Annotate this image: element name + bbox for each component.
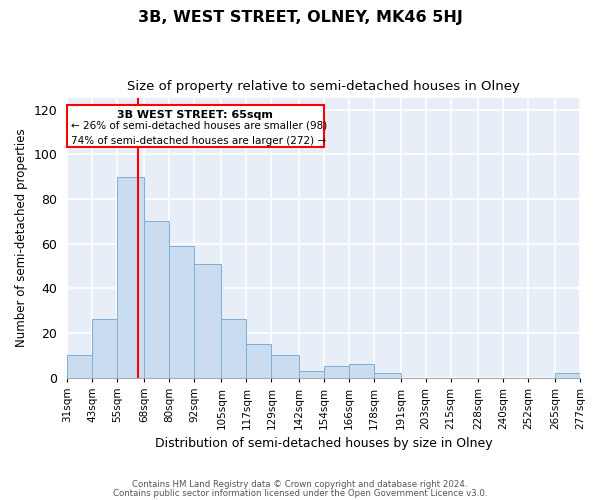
Bar <box>349 364 374 378</box>
Text: Contains public sector information licensed under the Open Government Licence v3: Contains public sector information licen… <box>113 488 487 498</box>
Bar <box>221 320 247 378</box>
Bar <box>299 371 323 378</box>
Title: Size of property relative to semi-detached houses in Olney: Size of property relative to semi-detach… <box>127 80 520 93</box>
Bar <box>374 373 401 378</box>
Y-axis label: Number of semi-detached properties: Number of semi-detached properties <box>15 128 28 347</box>
Text: 3B WEST STREET: 65sqm: 3B WEST STREET: 65sqm <box>118 110 274 120</box>
Text: 74% of semi-detached houses are larger (272) →: 74% of semi-detached houses are larger (… <box>71 136 326 146</box>
Bar <box>271 355 299 378</box>
Text: ← 26% of semi-detached houses are smaller (98): ← 26% of semi-detached houses are smalle… <box>71 120 328 130</box>
Bar <box>92 320 117 378</box>
Bar <box>67 355 92 378</box>
Bar <box>117 176 144 378</box>
Text: 3B, WEST STREET, OLNEY, MK46 5HJ: 3B, WEST STREET, OLNEY, MK46 5HJ <box>137 10 463 25</box>
Bar <box>555 373 580 378</box>
Bar <box>247 344 271 378</box>
Bar <box>169 246 194 378</box>
Bar <box>144 221 169 378</box>
FancyBboxPatch shape <box>67 105 323 148</box>
Bar <box>194 264 221 378</box>
X-axis label: Distribution of semi-detached houses by size in Olney: Distribution of semi-detached houses by … <box>155 437 493 450</box>
Text: Contains HM Land Registry data © Crown copyright and database right 2024.: Contains HM Land Registry data © Crown c… <box>132 480 468 489</box>
Bar <box>323 366 349 378</box>
